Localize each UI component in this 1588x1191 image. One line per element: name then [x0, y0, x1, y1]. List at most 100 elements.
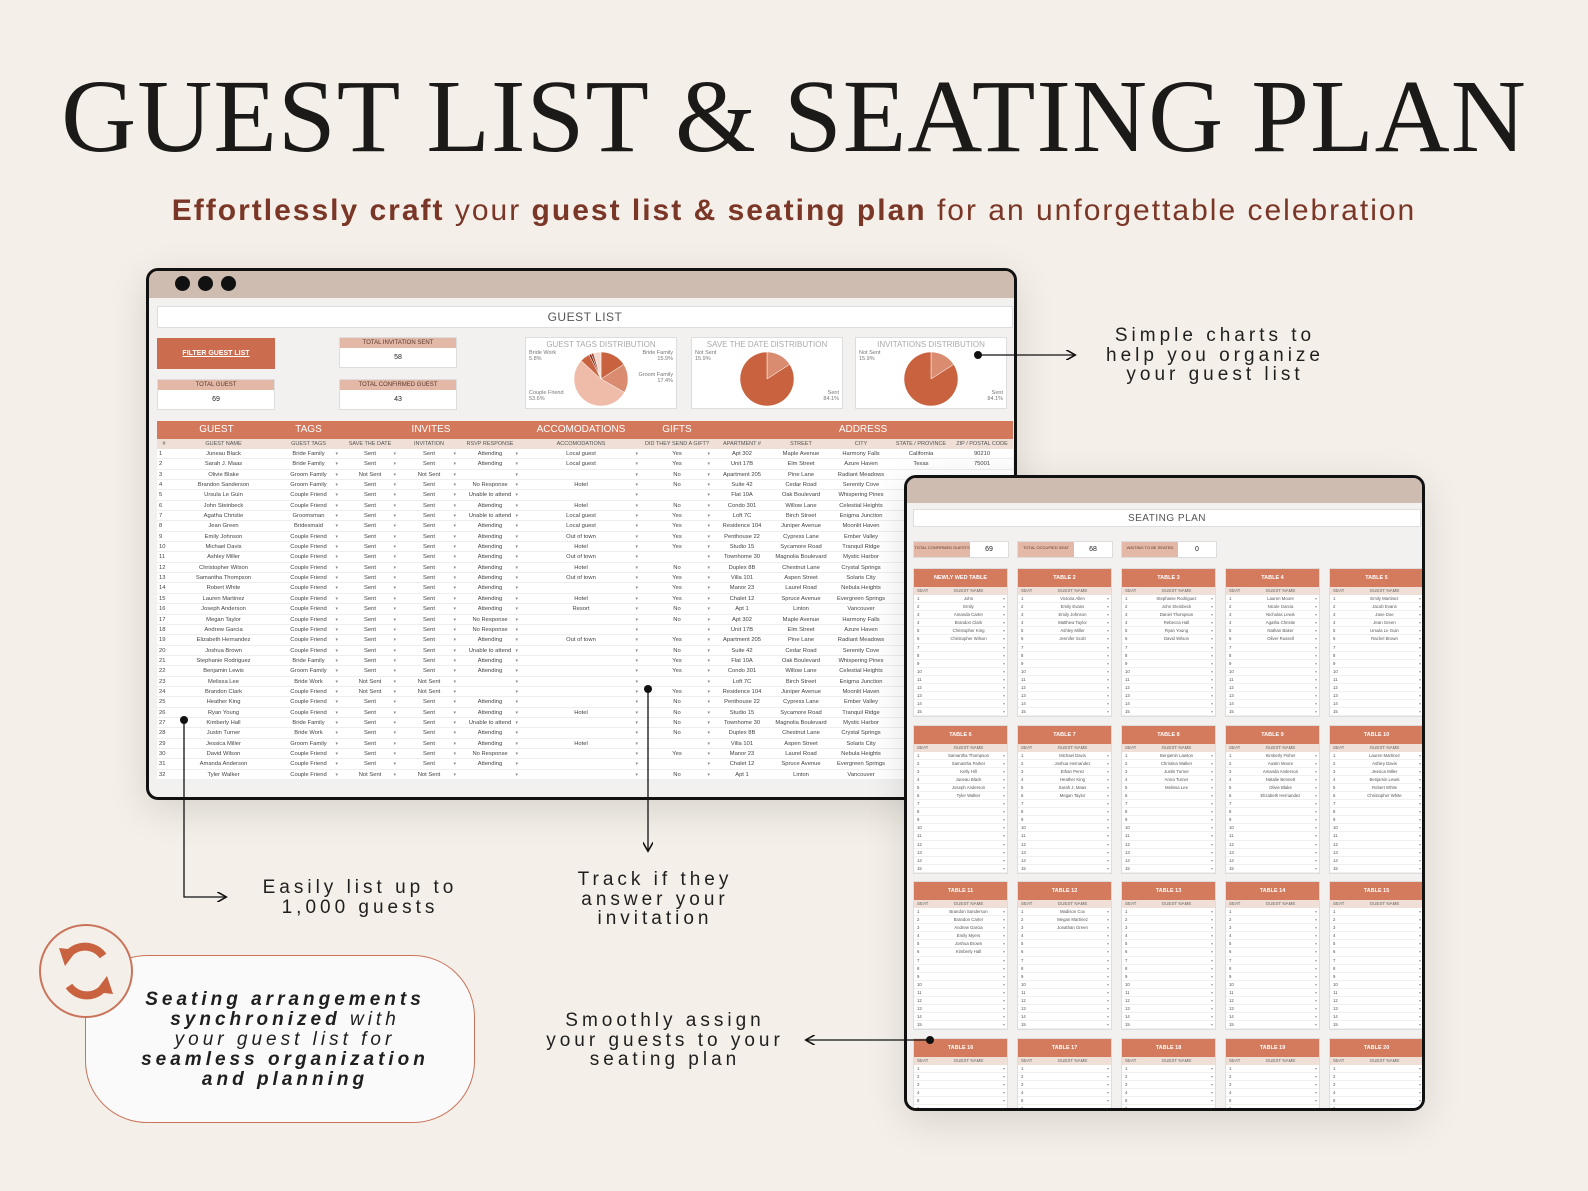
seat-guest-select[interactable] [1346, 1013, 1422, 1020]
cell-accomodations[interactable]: Out of town [521, 552, 641, 561]
seat-guest-select[interactable] [1242, 1013, 1319, 1020]
cell-guest-tags[interactable]: Couple Friend [276, 583, 341, 592]
seat-guest-select[interactable] [1242, 1089, 1319, 1096]
seat-guest-select[interactable] [1242, 808, 1319, 815]
seat-guest-select[interactable] [930, 957, 1007, 964]
seat-guest-select[interactable]: John Steinbeck [1138, 603, 1215, 610]
cell-rsvp-response[interactable]: Attending [459, 542, 521, 551]
seat-guest-select[interactable] [1242, 692, 1319, 699]
cell-guest-tags[interactable]: Couple Friend [276, 635, 341, 644]
seat-guest-select[interactable]: Robert White [1346, 784, 1422, 791]
seat-guest-select[interactable] [1138, 1073, 1215, 1080]
seat-guest-select[interactable] [1346, 1073, 1422, 1080]
cell-did-they-send-a-gift-[interactable]: Yes [641, 635, 713, 644]
cell-guest-tags[interactable]: Bride Family [276, 449, 341, 458]
seat-guest-select[interactable] [1346, 652, 1422, 659]
cell-invitation[interactable]: Sent [399, 480, 459, 489]
seat-guest-select[interactable] [930, 668, 1007, 675]
cell-accomodations[interactable]: Resort [521, 604, 641, 613]
seat-guest-select[interactable]: Amanda Carter [930, 611, 1007, 618]
seat-guest-select[interactable]: Jonathan Green [1034, 924, 1111, 931]
seat-guest-select[interactable] [1242, 849, 1319, 856]
cell-save-the-date[interactable]: Not Sent [341, 677, 399, 686]
seat-guest-select[interactable]: Rebecca Hall [1138, 619, 1215, 626]
seat-guest-select[interactable]: Nathan Baker [1242, 627, 1319, 634]
seat-guest-select[interactable] [930, 865, 1007, 872]
cell-rsvp-response[interactable]: Attending [459, 501, 521, 510]
seat-guest-select[interactable] [1034, 857, 1111, 864]
seat-guest-select[interactable]: Joshua Hernandez [1034, 760, 1111, 767]
seat-guest-select[interactable] [1034, 841, 1111, 848]
cell-invitation[interactable]: Sent [399, 656, 459, 665]
cell-did-they-send-a-gift-[interactable]: No [641, 718, 713, 727]
seat-guest-select[interactable]: Daniel Thompson [1138, 611, 1215, 618]
cell-save-the-date[interactable]: Not Sent [341, 770, 399, 779]
cell-accomodations[interactable]: Local guest [521, 511, 641, 520]
seat-guest-select[interactable] [1034, 1105, 1111, 1108]
cell-save-the-date[interactable]: Sent [341, 532, 399, 541]
cell-accomodations[interactable] [521, 749, 641, 758]
cell-accomodations[interactable]: Local guest [521, 521, 641, 530]
seat-guest-select[interactable] [1138, 1005, 1215, 1012]
cell-rsvp-response[interactable]: Attending [459, 532, 521, 541]
seat-guest-select[interactable] [1138, 808, 1215, 815]
seat-guest-select[interactable] [1242, 816, 1319, 823]
seat-guest-select[interactable] [1242, 916, 1319, 923]
seat-guest-select[interactable] [1346, 816, 1422, 823]
seat-guest-select[interactable]: Emily [930, 603, 1007, 610]
cell-did-they-send-a-gift-[interactable]: No [641, 697, 713, 706]
cell-save-the-date[interactable]: Sent [341, 635, 399, 644]
cell-save-the-date[interactable]: Sent [341, 573, 399, 582]
cell-invitation[interactable]: Sent [399, 511, 459, 520]
cell-guest-tags[interactable]: Bride Family [276, 718, 341, 727]
seat-guest-select[interactable] [1138, 981, 1215, 988]
cell-invitation[interactable]: Sent [399, 708, 459, 717]
cell-rsvp-response[interactable]: Unable to attend [459, 646, 521, 655]
seat-guest-select[interactable] [1242, 1073, 1319, 1080]
cell-save-the-date[interactable]: Sent [341, 542, 399, 551]
cell-guest-tags[interactable]: Couple Friend [276, 770, 341, 779]
seat-guest-select[interactable] [1346, 692, 1422, 699]
cell-invitation[interactable]: Sent [399, 521, 459, 530]
seat-guest-select[interactable] [930, 1097, 1007, 1104]
cell-accomodations[interactable]: Hotel [521, 739, 641, 748]
cell-guest-tags[interactable]: Couple Friend [276, 594, 341, 603]
seat-guest-select[interactable] [930, 981, 1007, 988]
seat-guest-select[interactable] [1346, 841, 1422, 848]
seat-guest-select[interactable] [1242, 1081, 1319, 1088]
seat-guest-select[interactable] [1034, 981, 1111, 988]
cell-guest-tags[interactable]: Bride Family [276, 656, 341, 665]
seat-guest-select[interactable] [1242, 1097, 1319, 1104]
seat-guest-select[interactable]: Jennifer Scott [1034, 635, 1111, 642]
seat-guest-select[interactable] [1346, 965, 1422, 972]
seat-guest-select[interactable] [1242, 824, 1319, 831]
cell-did-they-send-a-gift-[interactable] [641, 759, 713, 768]
cell-accomodations[interactable]: Hotel [521, 708, 641, 717]
seat-guest-select[interactable] [1138, 948, 1215, 955]
cell-did-they-send-a-gift-[interactable]: No [641, 501, 713, 510]
cell-rsvp-response[interactable]: Attending [459, 697, 521, 706]
cell-invitation[interactable]: Sent [399, 666, 459, 675]
cell-invitation[interactable]: Not Sent [399, 677, 459, 686]
cell-accomodations[interactable] [521, 677, 641, 686]
seat-guest-select[interactable] [930, 1089, 1007, 1096]
cell-rsvp-response[interactable]: No Response [459, 625, 521, 634]
seat-guest-select[interactable] [1346, 684, 1422, 691]
cell-rsvp-response[interactable]: Unable to attend [459, 511, 521, 520]
seat-guest-select[interactable] [1242, 908, 1319, 915]
seat-guest-select[interactable] [1034, 1005, 1111, 1012]
seat-guest-select[interactable] [1242, 997, 1319, 1004]
seat-guest-select[interactable]: Anna Turner [1138, 776, 1215, 783]
cell-guest-tags[interactable]: Groom Family [276, 666, 341, 675]
seat-guest-select[interactable] [1242, 660, 1319, 667]
seat-guest-select[interactable] [1138, 652, 1215, 659]
cell-rsvp-response[interactable]: No Response [459, 480, 521, 489]
cell-accomodations[interactable] [521, 490, 641, 499]
filter-guest-list-button[interactable]: FILTER GUEST LIST [157, 338, 275, 369]
seat-guest-select[interactable] [1346, 660, 1422, 667]
seat-guest-select[interactable] [1138, 660, 1215, 667]
cell-rsvp-response[interactable]: No Response [459, 749, 521, 758]
seat-guest-select[interactable] [1034, 1081, 1111, 1088]
seat-guest-select[interactable] [1138, 692, 1215, 699]
seat-guest-select[interactable]: Amanda Anderson [1242, 768, 1319, 775]
